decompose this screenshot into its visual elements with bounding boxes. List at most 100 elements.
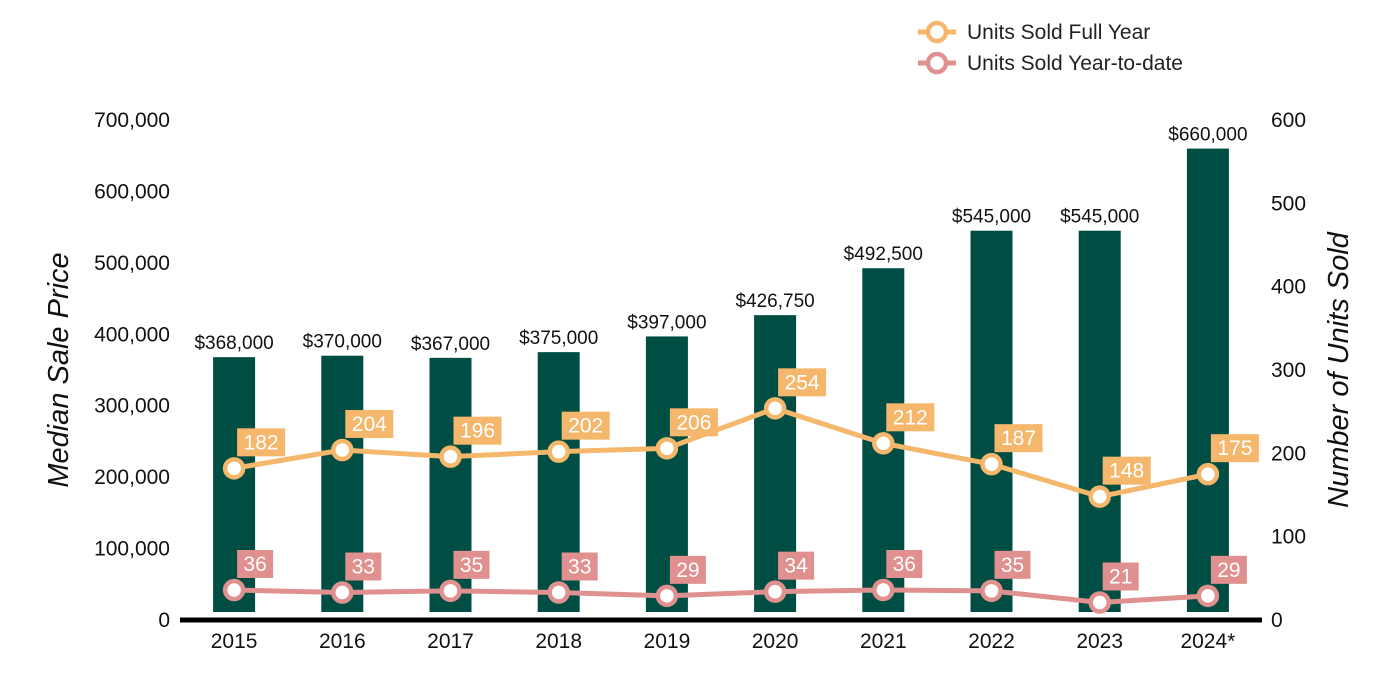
legend-entry: Units Sold Full Year	[918, 20, 1150, 44]
x-axis-tick-label: 2019	[644, 630, 691, 653]
left-axis-tick-label: 400,000	[94, 323, 170, 346]
bar	[1186, 148, 1229, 613]
point-value-label: 202	[568, 415, 603, 438]
point-value-label: 36	[893, 553, 916, 576]
x-axis-tick-label: 2017	[427, 630, 474, 653]
series-point	[222, 578, 246, 602]
bar	[1078, 230, 1121, 612]
point-label-box	[1210, 555, 1247, 584]
point-value-label: 182	[244, 431, 279, 454]
left-axis-tick-label: 700,000	[94, 109, 170, 132]
legend-label: Units Sold Full Year	[967, 21, 1150, 44]
point-label-box	[886, 403, 935, 432]
bar-value-label: $368,000	[194, 333, 273, 354]
left-axis-tick-label: 600,000	[94, 180, 170, 203]
bar-value-label: $375,000	[519, 328, 598, 349]
series-point	[331, 438, 354, 462]
left-axis: 0 100,000 200,000 300,000 400,000 500,000 600,…	[94, 109, 170, 632]
point-value-label: 29	[1217, 559, 1240, 582]
x-axis-tick-label: 2016	[319, 630, 366, 653]
legend-label: Units Sold Year-to-date	[967, 52, 1183, 75]
x-axis-tick-label: 2018	[535, 630, 582, 653]
point-label-box	[1102, 562, 1139, 591]
left-axis-tick-label: 500,000	[94, 252, 170, 275]
bar-value-label: $367,000	[411, 334, 490, 355]
point-value-label: 196	[460, 420, 495, 443]
series-line	[231, 405, 1211, 500]
series-point	[872, 578, 895, 602]
bar-value-label: $660,000	[1168, 125, 1247, 146]
series-point	[331, 581, 354, 604]
series-point	[763, 580, 787, 603]
series-point	[655, 437, 679, 460]
point-label-box	[994, 424, 1043, 453]
point-value-label: 204	[352, 413, 387, 436]
series-point	[439, 445, 462, 468]
legend: Units Sold Full Year Units Sold Year-to-d…	[918, 20, 1183, 75]
x-axis-tick-labels: 2015 2016 2017 2018 2019 2020 2021 2022 2023 2024…	[211, 630, 1236, 653]
left-axis-tick-label: 300,000	[94, 395, 170, 418]
point-value-label: 212	[893, 406, 928, 429]
series-point	[439, 579, 462, 603]
left-axis-tick-label: 100,000	[94, 538, 170, 561]
left-axis-tick-label: 0	[158, 609, 170, 632]
bar	[970, 230, 1013, 612]
series-line	[231, 587, 1211, 605]
series-point	[547, 440, 570, 463]
legend-swatch-marker	[925, 51, 949, 75]
point-label-box	[778, 368, 827, 397]
series-point	[872, 432, 895, 455]
x-axis-tick-label: 2022	[968, 630, 1015, 653]
point-value-label: 35	[1001, 554, 1024, 577]
series-point	[655, 584, 679, 608]
point-label-box	[345, 552, 382, 581]
series-point	[547, 581, 570, 604]
bar-value-label: $545,000	[1060, 207, 1139, 228]
right-axis-tick-label: 300	[1271, 359, 1306, 382]
point-label-box	[561, 411, 610, 440]
series-point	[1088, 591, 1111, 614]
point-label-box	[453, 550, 490, 579]
right-axis-tick-label: 600	[1271, 109, 1306, 132]
right-axis-tick-label: 100	[1271, 526, 1306, 549]
point-value-label: 33	[568, 556, 591, 579]
point-value-label: 36	[243, 553, 266, 576]
right-axis: 0 100 200 300 400 500 600	[1271, 109, 1306, 632]
x-axis-tick-label: 2024*	[1180, 630, 1235, 653]
legend-swatch-marker	[925, 20, 949, 44]
point-label-box	[237, 428, 286, 457]
right-axis-tick-label: 500	[1271, 192, 1306, 215]
right-axis-tick-label: 400	[1271, 276, 1306, 299]
series-point	[222, 457, 246, 480]
point-value-label: 148	[1109, 460, 1144, 483]
point-label-box	[994, 550, 1031, 579]
point-label-box	[561, 552, 598, 581]
legend-entry: Units Sold Year-to-date	[918, 51, 1183, 75]
point-value-label: 33	[352, 556, 375, 579]
left-axis-title: Median Sale Price	[43, 252, 75, 487]
point-value-label: 175	[1217, 437, 1252, 460]
bar-value-label: $370,000	[303, 332, 382, 353]
bar-value-label: $492,500	[844, 244, 923, 265]
series-2: 36 33 35 33 29 34 36 35 21 29	[222, 550, 1247, 614]
point-value-label: 35	[460, 554, 483, 577]
bar-value-label: $397,000	[627, 312, 706, 333]
series-point	[763, 397, 787, 420]
x-axis-tick-label: 2021	[860, 630, 907, 653]
point-value-label: 29	[676, 559, 699, 582]
series-1: 182 204 196 202 206 254 212 187 148 175	[222, 368, 1259, 508]
point-value-label: 206	[676, 411, 711, 434]
series-lines: 182 204 196 202 206 254 212 187 148 175 36 33 35 33 29…	[222, 368, 1259, 614]
bar-labels: $368,000 $370,000 $367,000 $375,000 $397,000…	[194, 125, 1247, 355]
point-value-label: 187	[1001, 427, 1036, 450]
point-label-box	[237, 550, 274, 578]
point-label-box	[453, 416, 502, 445]
bar-value-label: $426,750	[735, 291, 814, 312]
x-axis-tick-label: 2023	[1076, 630, 1123, 653]
point-value-label: 34	[784, 555, 808, 578]
point-label-box	[669, 555, 706, 584]
point-value-label: 21	[1109, 566, 1132, 589]
right-axis-tick-label: 0	[1271, 609, 1283, 632]
series-point	[1196, 584, 1220, 608]
left-axis-tick-label: 200,000	[94, 466, 170, 489]
